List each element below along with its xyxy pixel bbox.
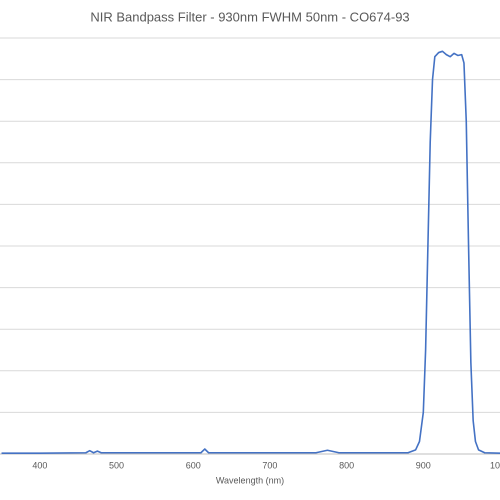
x-tick-label: 700 <box>262 460 277 470</box>
x-tick-label: 800 <box>339 460 354 470</box>
x-tick-label: 900 <box>416 460 431 470</box>
x-axis-label: Wavelength (nm) <box>216 475 284 485</box>
x-tick-label: 1000 <box>490 460 500 470</box>
x-tick-label: 500 <box>109 460 124 470</box>
x-tick-label: 600 <box>186 460 201 470</box>
x-tick-label: 400 <box>32 460 47 470</box>
chart-title: NIR Bandpass Filter - 930nm FWHM 50nm - … <box>90 9 409 24</box>
data-line <box>1 50 500 454</box>
